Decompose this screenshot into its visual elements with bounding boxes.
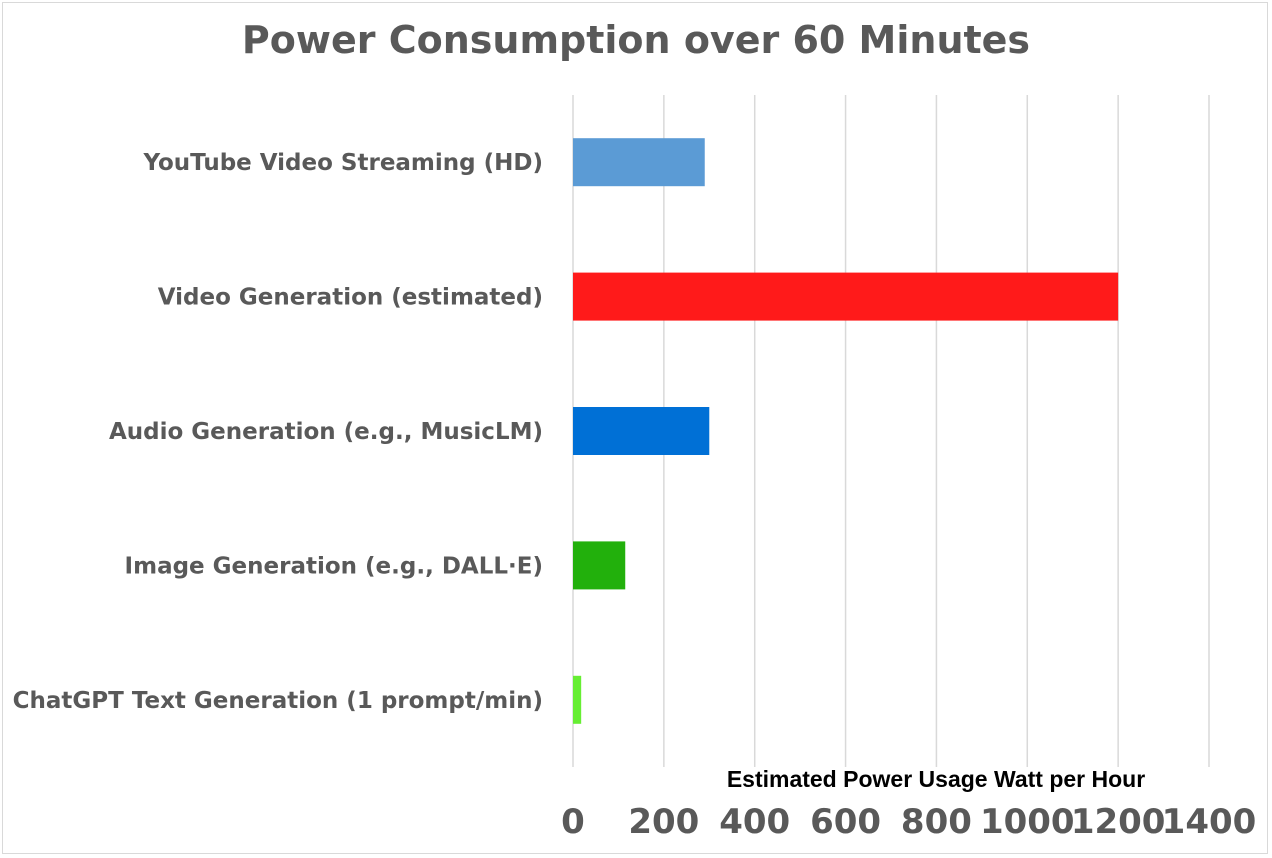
bar-1 xyxy=(573,138,705,187)
x-tick-label: 1200 xyxy=(1071,802,1166,842)
x-tick-label: 200 xyxy=(628,802,699,842)
category-label: YouTube Video Streaming (HD) xyxy=(142,150,543,176)
gridlines xyxy=(572,95,1210,767)
category-label: Video Generation (estimated) xyxy=(158,285,543,311)
x-tick-label: 1400 xyxy=(1162,802,1257,842)
x-tick-label: 1000 xyxy=(980,802,1075,842)
bar-2 xyxy=(573,272,1119,321)
bar-5 xyxy=(573,675,582,724)
category-labels: YouTube Video Streaming (HD) Video Genera… xyxy=(13,150,543,714)
bars xyxy=(573,138,1119,724)
chart-title: Power Consumption over 60 Minutes xyxy=(241,18,1031,62)
x-tick-label: 0 xyxy=(561,802,585,842)
x-tick-label: 800 xyxy=(901,802,972,842)
category-label: Audio Generation (e.g., MusicLM) xyxy=(109,419,543,445)
category-label: ChatGPT Text Generation (1 prompt/min) xyxy=(13,688,543,714)
x-tick-label: 600 xyxy=(810,802,881,842)
bar-3 xyxy=(573,407,710,455)
bar-4 xyxy=(573,541,626,590)
category-label: Image Generation (e.g., DALL·E) xyxy=(125,553,543,579)
x-axis-title: Estimated Power Usage Watt per Hour xyxy=(727,766,1145,792)
x-tick-label: 400 xyxy=(719,802,790,842)
